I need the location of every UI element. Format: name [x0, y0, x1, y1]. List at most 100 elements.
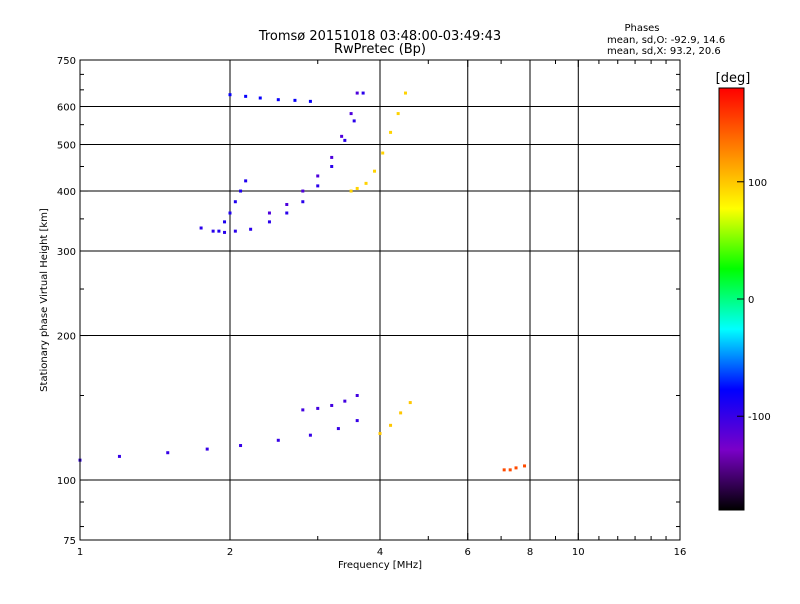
x-tick-label: 2: [227, 547, 233, 558]
trace-high-frequency-echoes: [502, 464, 527, 472]
y-tick-label: 75: [63, 536, 76, 547]
data-point: [285, 202, 289, 206]
data-point: [239, 189, 243, 193]
data-point: [343, 399, 347, 403]
trace-f2-o-mode-upper-branch: [267, 91, 359, 215]
data-point: [117, 454, 121, 458]
data-point: [389, 130, 393, 134]
data-point: [336, 427, 340, 431]
data-point: [355, 91, 359, 95]
data-point: [349, 112, 353, 116]
trace-f2-x-mode: [349, 91, 407, 193]
data-point: [396, 112, 400, 116]
colorbar-tick-label: -100: [748, 412, 771, 423]
y-tick-label: 200: [57, 332, 76, 343]
x-tick-label: 4: [377, 547, 383, 558]
data-point: [285, 211, 289, 215]
data-point: [352, 119, 356, 123]
data-point: [523, 464, 527, 468]
data-point: [514, 466, 518, 470]
data-point: [403, 91, 407, 95]
data-point: [223, 220, 227, 224]
data-point: [330, 155, 334, 159]
trace-x-mode-low-echoes: [378, 401, 412, 436]
data-point: [340, 134, 344, 138]
data-point: [223, 230, 227, 234]
x-axis-label: Frequency [MHz]: [338, 560, 422, 571]
data-point: [244, 179, 248, 183]
data-point: [502, 468, 506, 472]
y-tick-label: 400: [57, 187, 76, 198]
legend-line-o: mean, sd,O: -92.9, 14.6: [607, 35, 725, 46]
x-tick-label: 1: [77, 547, 83, 558]
trace-f2-o-mode-lower-branch: [199, 91, 365, 234]
data-point: [249, 227, 253, 231]
data-point: [355, 394, 359, 398]
data-point: [316, 184, 320, 188]
y-tick-label: 300: [57, 247, 76, 258]
trace-f2-top-echoes: [228, 93, 312, 103]
trace-f2-spread-near-2-mhz: [217, 179, 248, 233]
data-point: [343, 138, 347, 142]
data-point: [244, 94, 248, 98]
data-point: [355, 186, 359, 190]
x-axis-ticks: 1 2 4 6 8 10 16: [77, 60, 687, 558]
x-tick-label: 16: [674, 547, 687, 558]
data-point: [378, 432, 382, 436]
data-point: [381, 151, 385, 155]
y-tick-label: 100: [57, 476, 76, 487]
data-points: [78, 91, 527, 472]
data-point: [316, 406, 320, 410]
x-tick-label: 6: [465, 547, 471, 558]
data-point: [267, 220, 271, 224]
data-point: [228, 93, 232, 97]
data-point: [373, 169, 377, 173]
y-axis-ticks: 75 100 200 300 400 500 600 750: [57, 56, 680, 547]
data-point: [258, 96, 262, 100]
x-tick-label: 10: [572, 547, 585, 558]
data-point: [330, 164, 334, 168]
data-point: [276, 98, 280, 102]
data-point: [228, 211, 232, 215]
data-point: [408, 401, 412, 405]
y-axis-label: Stationary phase Virtual Height [km]: [39, 208, 50, 392]
legend-line-x: mean, sd,X: 93.2, 20.6: [607, 46, 721, 57]
data-point: [361, 91, 365, 95]
data-point: [308, 433, 312, 437]
data-point: [316, 174, 320, 178]
data-point: [239, 444, 243, 448]
data-point: [355, 419, 359, 423]
trace-f1-trace: [301, 394, 359, 412]
data-point: [364, 181, 368, 185]
legend-title: Phases: [624, 23, 659, 34]
data-point: [508, 468, 512, 472]
data-point: [211, 229, 215, 233]
data-point: [301, 408, 305, 412]
data-point: [293, 98, 297, 102]
data-point: [199, 226, 203, 230]
trace-e-f1-trace: [78, 419, 359, 462]
data-point: [330, 403, 334, 407]
data-point: [217, 229, 221, 233]
data-point: [301, 189, 305, 193]
colorbar-ticks: 100 0 -100: [737, 178, 771, 423]
data-point: [267, 211, 271, 215]
data-point: [233, 229, 237, 233]
y-tick-label: 750: [57, 56, 76, 67]
data-point: [349, 189, 353, 193]
data-point: [233, 200, 237, 204]
data-point: [276, 438, 280, 442]
grid-lines: [80, 60, 680, 540]
y-tick-label: 600: [57, 103, 76, 114]
data-point: [399, 411, 403, 415]
data-point: [166, 451, 170, 455]
chart-subtitle: RwPretec (Bp): [334, 42, 426, 57]
colorbar-label: [deg]: [716, 71, 751, 86]
colorbar-tick-label: 100: [748, 178, 767, 189]
y-tick-label: 500: [57, 141, 76, 152]
colorbar-tick-label: 0: [748, 295, 754, 306]
data-point: [205, 447, 209, 451]
x-tick-label: 8: [527, 547, 533, 558]
chart-title: Tromsø 20151018 03:48:00-03:49:43: [258, 29, 501, 44]
